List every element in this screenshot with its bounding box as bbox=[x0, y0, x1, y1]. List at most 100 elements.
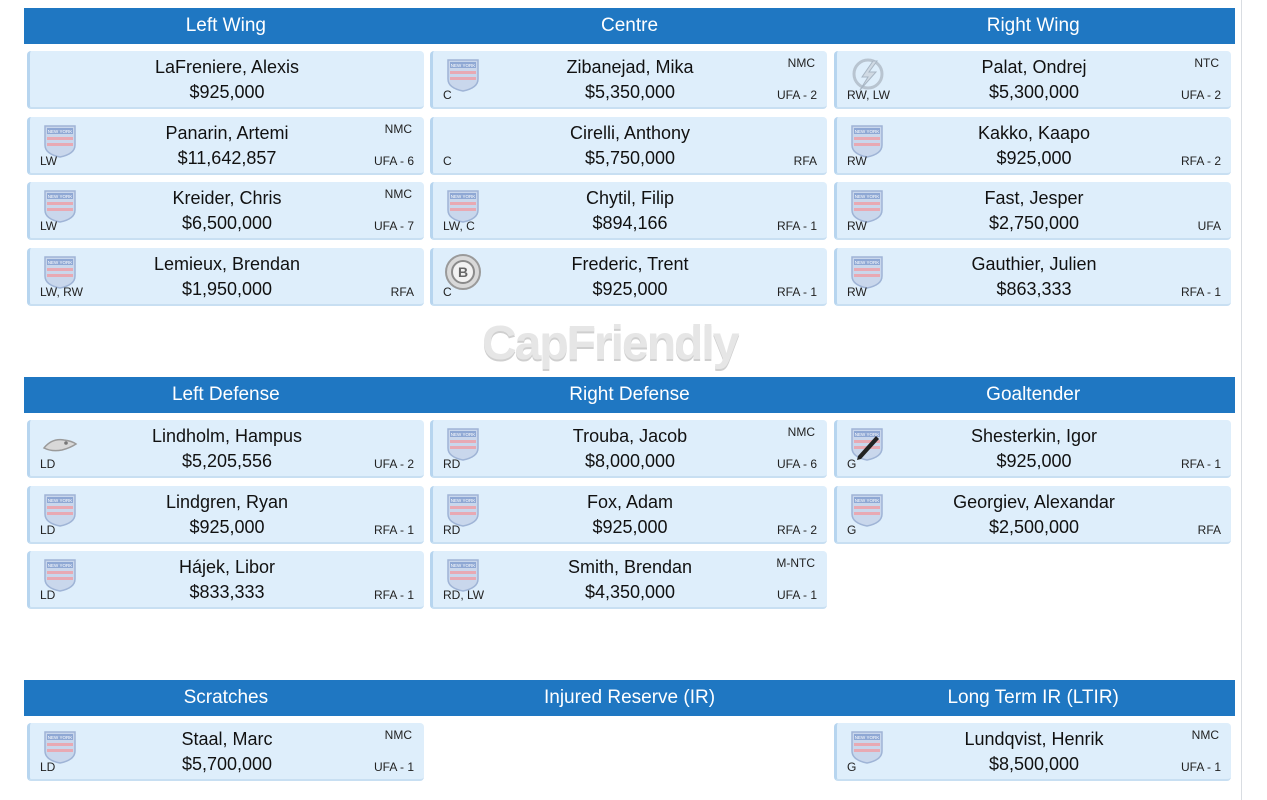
column-header: Centre bbox=[600, 15, 659, 36]
section-header: Scratches Injured Reserve (IR) Long Term I… bbox=[24, 680, 1235, 716]
position-label: LW bbox=[40, 219, 58, 233]
clause-badge: NMC bbox=[384, 187, 412, 201]
rangers-logo-icon: NEW YORK bbox=[849, 492, 885, 528]
rangers-logo-icon: NEW YORK bbox=[42, 254, 78, 290]
contract-status: RFA - 1 bbox=[1180, 284, 1221, 299]
svg-text:NEW YORK: NEW YORK bbox=[451, 432, 475, 437]
player-name: Gauthier, Julien bbox=[971, 253, 1097, 274]
cap-hit: $894,166 bbox=[592, 213, 668, 233]
position-label: C bbox=[443, 88, 452, 102]
svg-text:NEW YORK: NEW YORK bbox=[855, 260, 879, 265]
position-label: LD bbox=[40, 588, 56, 602]
player-name: Staal, Marc bbox=[181, 729, 273, 749]
forwards-section: Left Wing Centre Right Wing LaFreniere, Ale… bbox=[24, 8, 1235, 306]
svg-text:NEW YORK: NEW YORK bbox=[48, 194, 72, 199]
rangers-logo-icon: NEW YORK bbox=[445, 57, 481, 93]
contract-status: RFA - 2 bbox=[776, 522, 817, 537]
contract-status: UFA - 7 bbox=[373, 219, 414, 233]
position-label: G bbox=[847, 457, 857, 471]
contract-status: RFA bbox=[390, 284, 414, 299]
cap-hit: $2,500,000 bbox=[988, 516, 1080, 537]
cap-hit: $2,750,000 bbox=[988, 213, 1080, 233]
cap-hit: $925,000 bbox=[189, 82, 265, 102]
svg-text:NEW YORK: NEW YORK bbox=[451, 563, 475, 568]
lightning-logo-icon bbox=[849, 57, 885, 93]
player-name: Fox, Adam bbox=[586, 491, 674, 512]
svg-text:NEW YORK: NEW YORK bbox=[451, 498, 475, 503]
player-card[interactable]: NEW YORK Kreider, Chris $6,500,000 LW NMC UFA… bbox=[27, 182, 424, 240]
position-label: C bbox=[443, 153, 452, 168]
player-card[interactable]: NEW YORK Trouba, Jacob $8,000,000 RD NMC UFA … bbox=[430, 420, 827, 478]
player-card[interactable]: LaFreniere, Alexis $925,000 bbox=[27, 51, 424, 109]
player-name: Palat, Ondrej bbox=[981, 57, 1087, 77]
player-card[interactable]: NEW YORK Fox, Adam $925,000 RD RFA - 2 bbox=[430, 485, 827, 544]
column-header: Injured Reserve (IR) bbox=[543, 687, 716, 708]
player-name: LaFreniere, Alexis bbox=[154, 57, 300, 77]
cap-hit: $863,333 bbox=[996, 278, 1072, 299]
clause-badge: NMC bbox=[384, 121, 412, 136]
player-card[interactable]: NEW YORK Hájek, Libor $833,333 LD RFA - 1 bbox=[27, 551, 424, 609]
contract-status: RFA - 1 bbox=[373, 522, 414, 537]
position-label: RD, LW bbox=[443, 588, 485, 602]
column-header: Right Defense bbox=[569, 384, 690, 405]
section-header: Left Defense Right Defense Goaltender bbox=[24, 377, 1235, 413]
player-card[interactable]: NEW YORK Shesterkin, Igor $925,000 G RFA - 1 bbox=[834, 420, 1231, 478]
position-label: RW bbox=[847, 153, 867, 168]
contract-status: UFA - 1 bbox=[776, 588, 817, 602]
rangers-logo-icon: NEW YORK bbox=[849, 254, 885, 290]
svg-text:NEW YORK: NEW YORK bbox=[451, 194, 475, 199]
clause-badge: M-NTC bbox=[776, 556, 815, 570]
player-card[interactable]: NEW YORK Lundqvist, Henrik $8,500,000 G NMC U… bbox=[834, 723, 1231, 781]
watermark-text: CapFriendly bbox=[482, 317, 739, 370]
svg-text:NEW YORK: NEW YORK bbox=[855, 129, 879, 134]
svg-text:NEW YORK: NEW YORK bbox=[48, 260, 72, 265]
player-name: Lindgren, Ryan bbox=[165, 491, 289, 512]
column-header: Goaltender bbox=[986, 384, 1081, 405]
bruins-logo-icon: B bbox=[445, 253, 481, 290]
column-header: Left Wing bbox=[185, 15, 266, 36]
capfriendly-watermark: CapFriendly bbox=[482, 312, 782, 378]
player-card[interactable]: NEW YORK Staal, Marc $5,700,000 LD NMC UFA - … bbox=[27, 723, 424, 781]
player-name: Kakko, Kaapo bbox=[977, 122, 1091, 143]
player-card[interactable]: B Frederic, Trent $925,000 C RFA - 1 bbox=[430, 247, 827, 306]
player-card[interactable]: NEW YORK Panarin, Artemi $11,642,857 LW NMC U… bbox=[27, 116, 424, 175]
player-card[interactable]: NEW YORK Lindgren, Ryan $925,000 LD RFA - 1 bbox=[27, 485, 424, 544]
player-card[interactable]: Palat, Ondrej $5,300,000 RW, LW NTC UFA - 2 bbox=[834, 51, 1231, 109]
player-card[interactable]: NEW YORK Gauthier, Julien $863,333 RW RFA - … bbox=[834, 247, 1231, 306]
rangers-logo-icon: NEW YORK bbox=[445, 426, 481, 462]
player-card[interactable]: NEW YORK Smith, Brendan $4,350,000 RD, LW M-… bbox=[430, 551, 827, 609]
player-card[interactable]: Cirelli, Anthony $5,750,000 C RFA bbox=[430, 116, 827, 175]
cap-hit: $5,700,000 bbox=[181, 754, 273, 774]
position-label: RW bbox=[847, 284, 867, 299]
cap-hit: $8,000,000 bbox=[584, 451, 676, 471]
contract-status: RFA - 1 bbox=[776, 219, 817, 233]
player-card[interactable]: NEW YORK Georgiev, Alexandar $2,500,000 G RF… bbox=[834, 485, 1231, 544]
player-name: Hájek, Libor bbox=[178, 557, 276, 577]
position-label: G bbox=[847, 760, 857, 774]
svg-text:NEW YORK: NEW YORK bbox=[48, 735, 72, 740]
contract-status: UFA - 2 bbox=[1180, 88, 1221, 102]
svg-text:NEW YORK: NEW YORK bbox=[48, 498, 72, 503]
player-name: Georgiev, Alexandar bbox=[953, 491, 1115, 512]
player-card[interactable]: NEW YORK Chytil, Filip $894,166 LW, C RFA - … bbox=[430, 182, 827, 240]
player-card[interactable]: Lindholm, Hampus $5,205,556 LD UFA - 2 bbox=[27, 420, 424, 478]
player-name: Chytil, Filip bbox=[585, 188, 674, 208]
cap-hit: $925,000 bbox=[996, 451, 1072, 471]
player-name: Zibanejad, Mika bbox=[566, 57, 694, 77]
player-name: Cirelli, Anthony bbox=[569, 122, 691, 143]
position-label: LD bbox=[40, 457, 56, 471]
player-name: Panarin, Artemi bbox=[165, 122, 289, 143]
rangers-logo-icon: NEW YORK bbox=[42, 492, 78, 528]
player-card[interactable]: NEW YORK Zibanejad, Mika $5,350,000 C NMC UFA… bbox=[430, 51, 827, 109]
player-card[interactable]: NEW YORK Fast, Jesper $2,750,000 RW UFA bbox=[834, 182, 1231, 240]
position-label: RW bbox=[847, 219, 867, 233]
contract-status: RFA bbox=[793, 153, 817, 168]
player-card[interactable]: NEW YORK Lemieux, Brendan $1,950,000 LW, RW… bbox=[27, 247, 424, 306]
rangers-logo-icon: NEW YORK bbox=[849, 426, 885, 462]
player-name: Lundqvist, Henrik bbox=[964, 729, 1104, 749]
rangers-logo-icon: NEW YORK bbox=[849, 188, 885, 224]
position-label: LW bbox=[40, 153, 58, 168]
contract-status: UFA - 6 bbox=[776, 457, 817, 471]
cap-hit: $4,350,000 bbox=[584, 582, 676, 602]
player-card[interactable]: NEW YORK Kakko, Kaapo $925,000 RW RFA - 2 bbox=[834, 116, 1231, 175]
